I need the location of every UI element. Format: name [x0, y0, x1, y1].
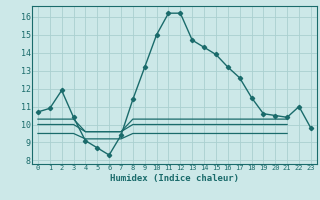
- X-axis label: Humidex (Indice chaleur): Humidex (Indice chaleur): [110, 174, 239, 183]
